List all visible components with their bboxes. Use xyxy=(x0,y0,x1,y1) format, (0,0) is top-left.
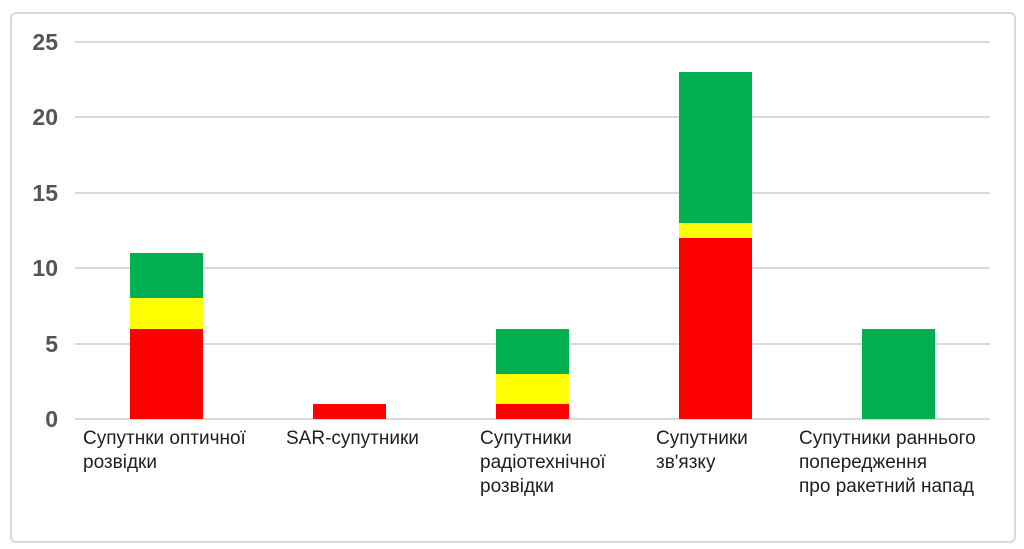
gridline-0 xyxy=(75,418,990,420)
bar-segment-red-category-0 xyxy=(130,328,203,419)
category-label-3-line-0: Супутники xyxy=(656,428,748,449)
bar-segment-green-category-3 xyxy=(679,72,752,223)
y-tick-label-25: 25 xyxy=(32,29,58,55)
gridline-25 xyxy=(75,41,990,43)
y-tick-label-10: 10 xyxy=(32,255,58,282)
category-label-4: Супутники раннього попередження про ракетн… xyxy=(799,427,976,499)
gridline-20 xyxy=(75,116,990,119)
bar-segment-yellow-category-3 xyxy=(679,222,752,239)
y-tick-label-15: 15 xyxy=(32,179,58,206)
plot-area xyxy=(75,41,990,420)
bar-segment-red-category-1 xyxy=(313,403,386,419)
bar-segment-green-category-2 xyxy=(496,328,569,374)
category-label-2-line-0: Супутники xyxy=(480,428,572,449)
category-label-3-line-1: зв'язку xyxy=(656,452,716,473)
category-label-0-line-1: розвідки xyxy=(83,452,157,473)
category-label-2-line-2: розвідки xyxy=(480,476,554,497)
category-label-3: Супутники зв'язку xyxy=(656,427,748,475)
gridline-15 xyxy=(75,191,990,194)
bar-segment-green-category-0 xyxy=(130,253,203,299)
bar-segment-green-category-4 xyxy=(862,328,935,419)
category-label-1-line-0: SAR-супутники xyxy=(286,428,419,449)
gridline-10 xyxy=(75,267,990,270)
category-label-2-line-1: радіотехнічної xyxy=(480,452,606,473)
category-label-4-line-2: про ракетний напад xyxy=(799,476,974,497)
category-label-0: Супутнки оптичної розвідки xyxy=(83,427,246,475)
category-label-1: SAR-супутники xyxy=(286,427,419,451)
y-tick-label-5: 5 xyxy=(45,330,58,357)
category-label-4-line-1: попередження xyxy=(799,452,928,473)
category-label-2: Супутники радіотехнічної розвідки xyxy=(480,427,606,499)
bar-segment-red-category-3 xyxy=(679,238,752,419)
bar-segment-red-category-2 xyxy=(496,403,569,419)
x-axis-labels: Супутнки оптичної розвідки SAR-супутники Су… xyxy=(75,427,1015,537)
category-label-0-line-0: Супутнки оптичної xyxy=(83,428,246,449)
bar-segment-yellow-category-2 xyxy=(496,373,569,404)
y-tick-label-20: 20 xyxy=(32,104,58,131)
category-label-4-line-0: Супутники раннього xyxy=(799,428,976,449)
y-tick-label-0: 0 xyxy=(45,406,58,432)
bar-segment-yellow-category-0 xyxy=(130,298,203,329)
